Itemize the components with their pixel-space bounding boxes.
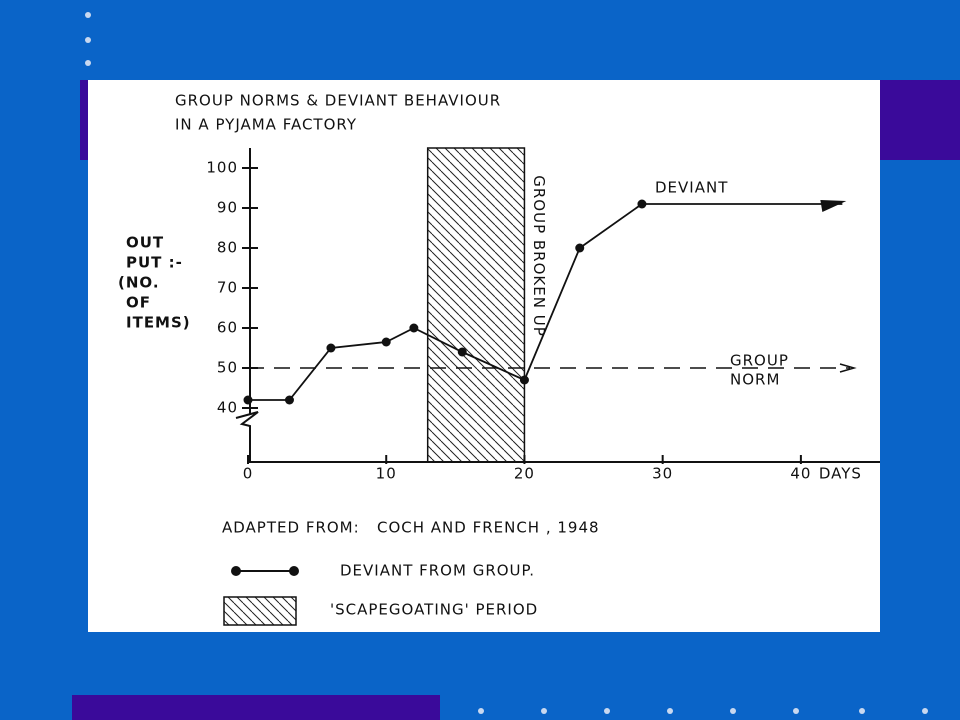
- x-axis-label: DAYS: [819, 465, 862, 483]
- y-tick-label: 70: [217, 279, 238, 297]
- y-tick-label: 40: [217, 399, 238, 417]
- y-tick-label: 60: [217, 319, 238, 337]
- chart-title: IN A PYJAMA FACTORY: [175, 116, 357, 134]
- y-axis-label: OUT: [126, 234, 164, 252]
- y-axis-label: OF: [126, 294, 151, 312]
- data-point: [381, 337, 391, 347]
- y-axis-label: PUT :-: [126, 254, 183, 272]
- decor-dots: [85, 12, 928, 714]
- y-tick-label: 50: [217, 359, 238, 377]
- data-point: [457, 347, 467, 357]
- y-tick-label: 80: [217, 239, 238, 257]
- y-tick-label: 100: [206, 159, 238, 177]
- data-point: [409, 323, 419, 333]
- shaded-period: [426, 147, 526, 463]
- y-axis-label: ITEMS): [126, 314, 191, 332]
- x-tick-label: 40: [790, 465, 811, 483]
- group-norm-label: NORM: [730, 371, 780, 389]
- chart: GROUP NORMS & DEVIANT BEHAVIOUR IN A PYJA…: [118, 92, 880, 626]
- data-point: [575, 243, 585, 253]
- group-norm-arrow: [839, 363, 857, 373]
- data-point: [326, 343, 336, 353]
- y-axis-label: (NO.: [118, 274, 160, 292]
- legend-label: 'SCAPEGOATING' PERIOD: [330, 601, 538, 619]
- y-tick-label: 90: [217, 199, 238, 217]
- x-tick-label: 20: [514, 465, 535, 483]
- legend-hatch: [223, 596, 297, 626]
- data-point: [243, 395, 253, 405]
- deviant-label: DEVIANT: [655, 179, 728, 197]
- data-point: [519, 375, 529, 385]
- data-point: [284, 395, 294, 405]
- source: ADAPTED FROM: COCH AND FRENCH , 1948: [222, 519, 600, 537]
- x-tick-label: 0: [243, 465, 254, 483]
- x-tick-label: 30: [652, 465, 673, 483]
- group-norm-label: GROUP: [730, 352, 789, 370]
- legend-dot: [231, 566, 241, 576]
- arrow-head: [820, 200, 847, 212]
- legend-dot: [289, 566, 299, 576]
- legend-label: DEVIANT FROM GROUP.: [340, 562, 535, 580]
- x-tick-label: 10: [376, 465, 397, 483]
- shaded-label: GROUP BROKEN UP: [530, 175, 548, 337]
- axis-break: [235, 411, 259, 462]
- purple-band: [72, 695, 440, 720]
- chart-title: GROUP NORMS & DEVIANT BEHAVIOUR: [175, 92, 501, 110]
